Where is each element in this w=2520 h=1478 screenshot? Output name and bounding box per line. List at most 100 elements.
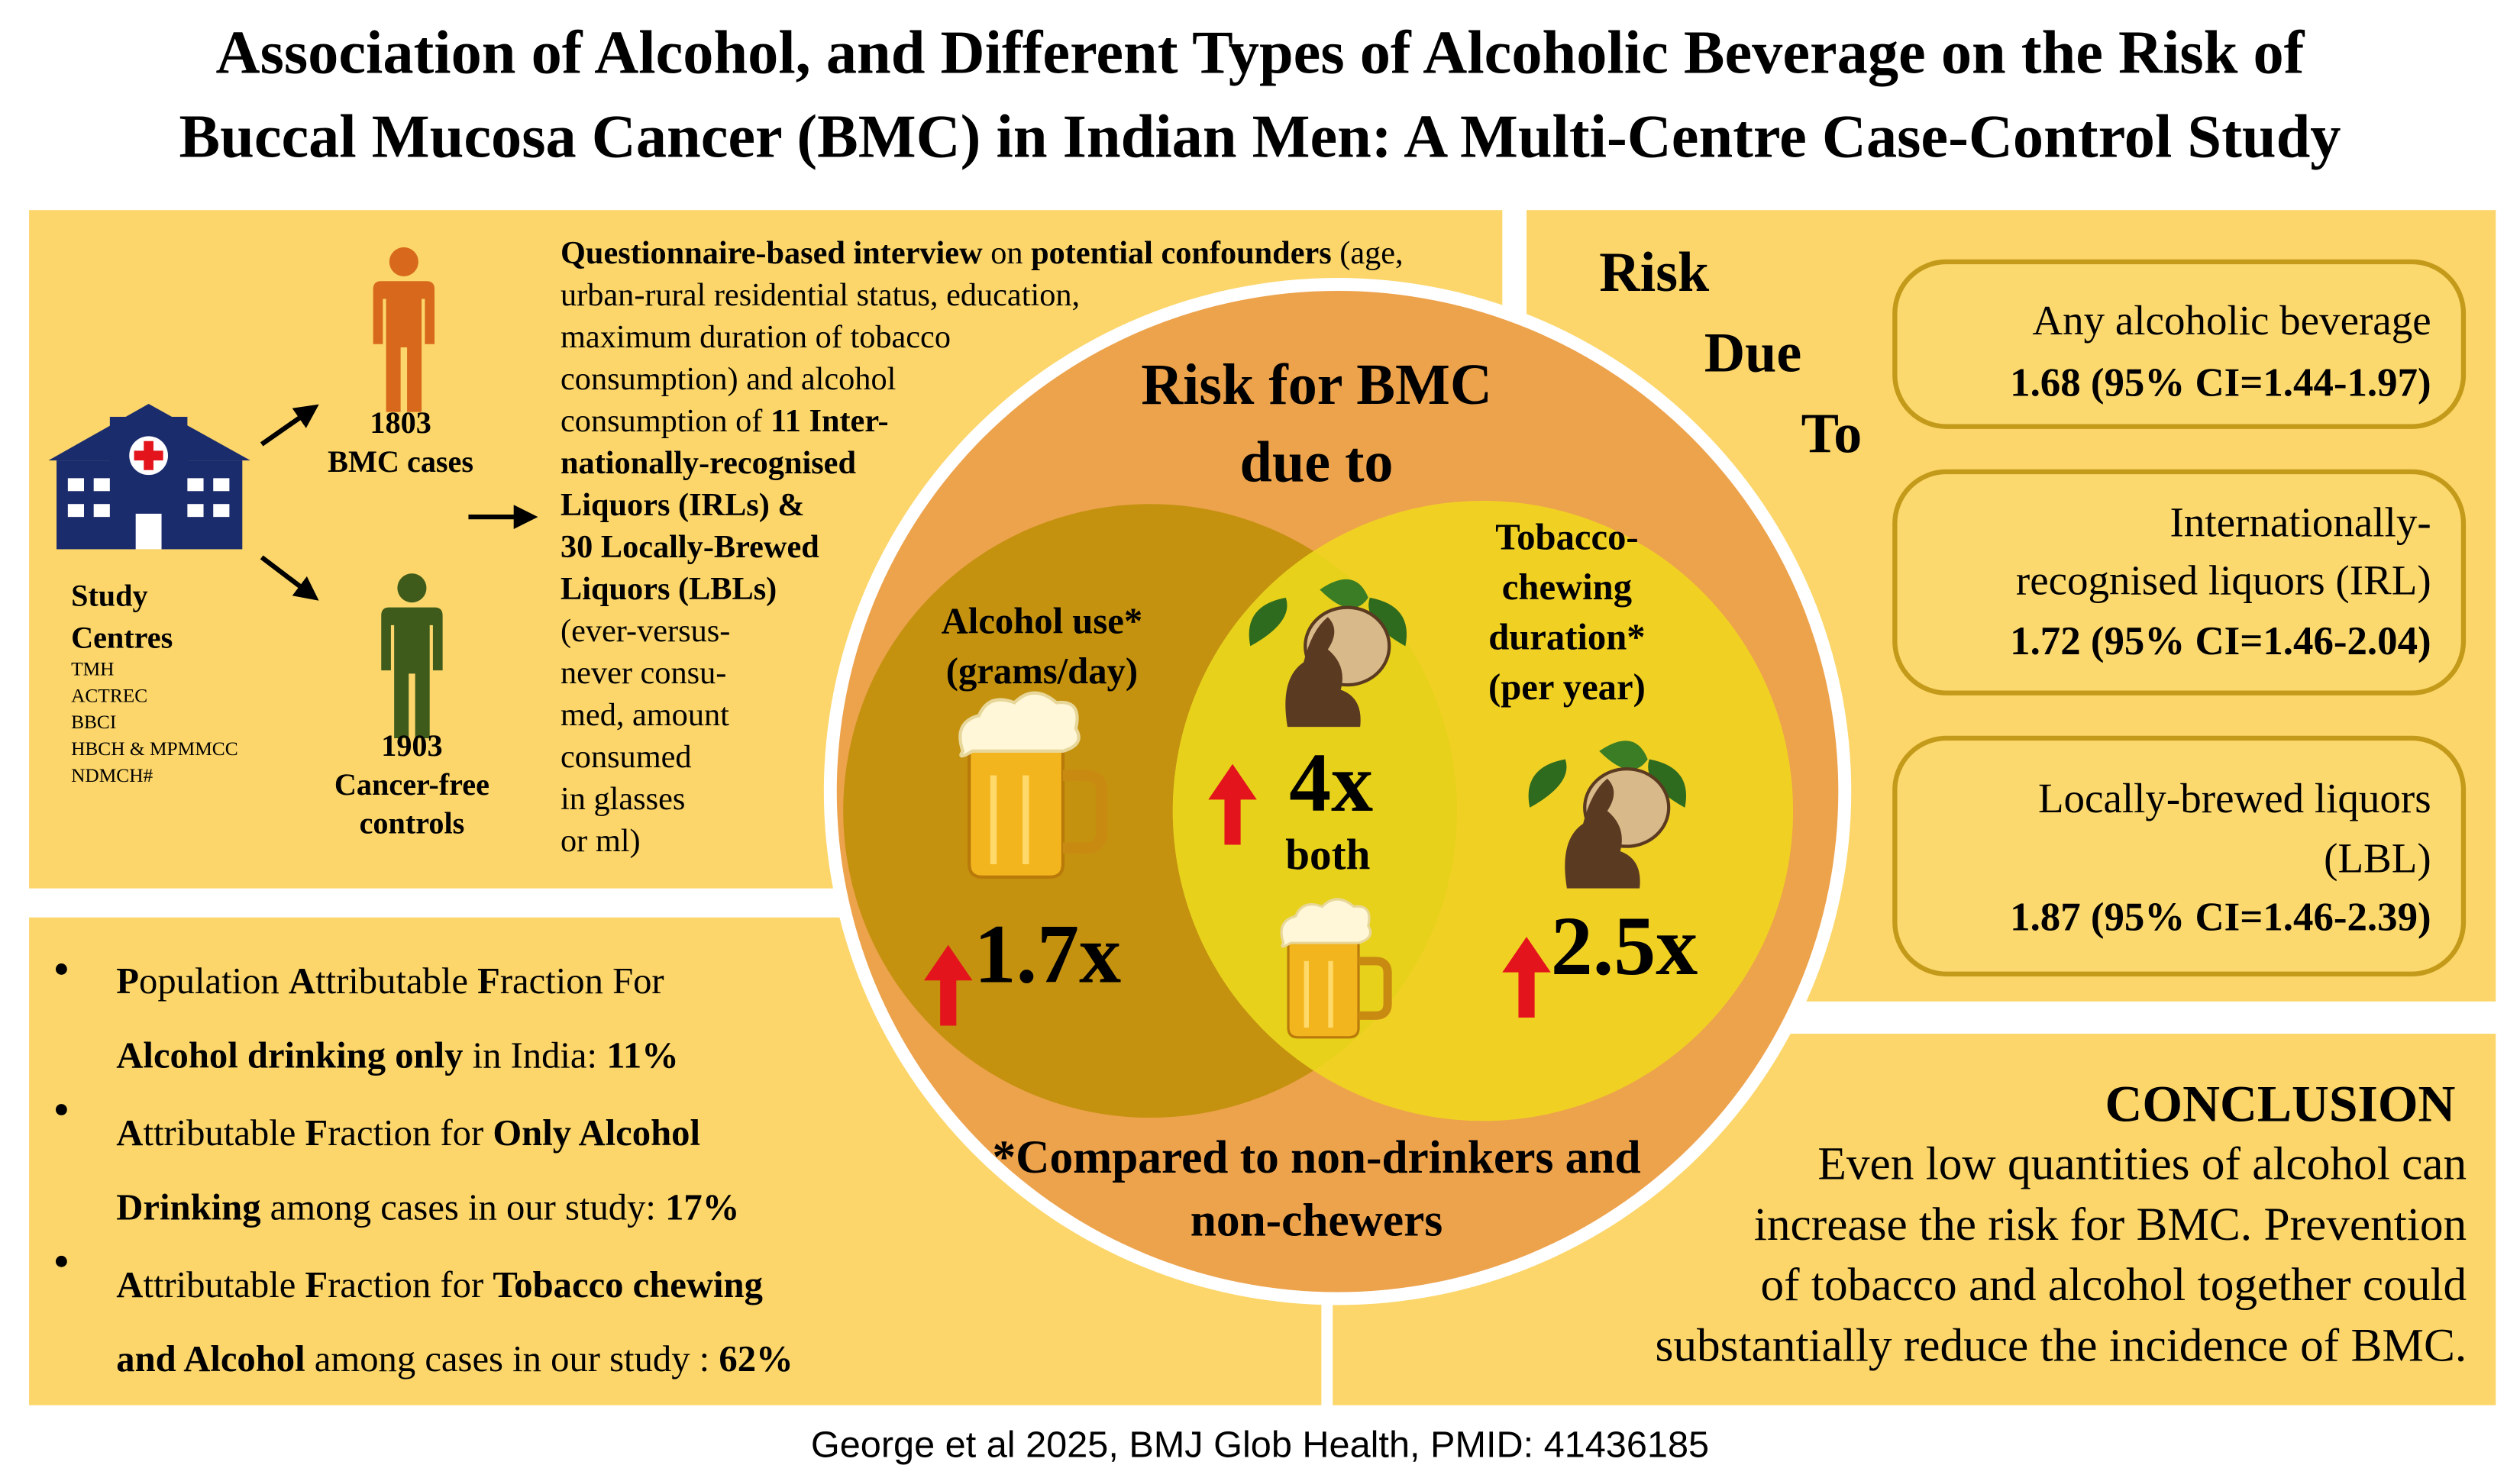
fraction-line-segment: 11% — [606, 1034, 679, 1076]
fraction-line-segment: A — [116, 1112, 143, 1154]
fraction-line-segment: and Alcohol — [116, 1338, 305, 1380]
questionnaire-line-segment: 11 Inter- — [771, 403, 889, 439]
questionnaire-line-segment: Liquors (IRLs) & — [561, 487, 805, 523]
risk-box-label: Any alcoholic beverage — [2032, 297, 2431, 344]
venn-heading: Risk for BMC — [1141, 353, 1492, 417]
tobacco-label: duration* — [1488, 617, 1645, 658]
fraction-line-segment: F — [305, 1112, 328, 1154]
fraction-line-segment: raction for — [328, 1264, 493, 1305]
questionnaire-line: (ever-versus- — [561, 613, 730, 649]
questionnaire-line-segment: 30 Locally-Brewed — [561, 529, 819, 565]
questionnaire-line: in glasses — [561, 781, 685, 817]
fraction-line-segment: F — [305, 1264, 328, 1305]
fraction-line-segment: A — [116, 1264, 143, 1305]
conclusion-line: of tobacco and alcohol together could — [1761, 1259, 2467, 1311]
questionnaire-line: maximum duration of tobacco — [561, 319, 951, 355]
controls-label: controls — [360, 806, 465, 841]
bullets — [55, 963, 67, 1267]
questionnaire-line-segment: consumption of — [561, 403, 771, 439]
both-label: both — [1285, 831, 1370, 879]
risk-box-label: Internationally- — [2170, 499, 2431, 546]
fraction-line-segment: Drinking — [116, 1186, 260, 1228]
fraction-line: Attributable Fraction for Only Alcohol — [116, 1112, 700, 1154]
questionnaire-line: Questionnaire-based interview on potenti… — [561, 235, 1404, 271]
venn-heading: due to — [1240, 431, 1394, 495]
title: Buccal Mucosa Cancer (BMC) in Indian Men… — [179, 102, 2341, 170]
fraction-line-segment: among cases in our study : — [305, 1338, 719, 1380]
risk-estimate: 1.87 (95% CI=1.46-2.39) — [2010, 896, 2431, 940]
fraction-line-segment: Only Alcohol — [493, 1112, 700, 1154]
fraction-line-segment: F — [477, 960, 500, 1002]
centre-name: BBCI — [71, 712, 116, 733]
tobacco-label: Tobacco- — [1495, 516, 1638, 557]
alcohol-label: Alcohol use* — [942, 600, 1143, 641]
centre-name: HBCH & MPMMCC — [71, 738, 238, 760]
questionnaire-line-segment: (ever-versus- — [561, 613, 730, 649]
risk-heading: To — [1801, 403, 1863, 466]
cases-label: 1803 — [370, 405, 431, 440]
fraction-line: Alcohol drinking only in India: 11% — [116, 1034, 679, 1076]
tobacco-risk: 2.5x — [1551, 899, 1698, 992]
alcohol-label: (grams/day) — [946, 650, 1138, 692]
fraction-line: Population Attributable Fraction For — [116, 960, 664, 1002]
fraction-line-segment: 17% — [665, 1186, 739, 1228]
tobacco-label: chewing — [1502, 566, 1632, 608]
questionnaire-line-segment: nationally-recognised — [561, 445, 856, 481]
fraction-line-segment: ttributable — [143, 1264, 305, 1305]
cases-label: BMC cases — [328, 444, 473, 479]
centre-name: TMH — [71, 658, 114, 679]
footer: George et al 2025, BMJ Glob Health, PMID… — [811, 1424, 1709, 1465]
risk-estimate: 1.72 (95% CI=1.46-2.04) — [2010, 619, 2431, 663]
questionnaire-line: Liquors (LBLs) — [561, 571, 777, 607]
fraction-line-segment: ttributable — [315, 960, 477, 1002]
controls-label: 1903 — [381, 728, 442, 763]
questionnaire-line: urban-rural residential status, educatio… — [561, 277, 1080, 313]
risk-box-label: Locally-brewed liquors — [2038, 775, 2431, 821]
fraction-line-segment: 62% — [719, 1338, 793, 1380]
questionnaire-line-segment: consumed — [561, 739, 692, 775]
arrows — [260, 404, 538, 601]
fraction-line-segment: among cases in our study: — [261, 1186, 666, 1228]
questionnaire-line-segment: or ml) — [561, 823, 641, 859]
venn-footnote: *Compared to non-drinkers and — [992, 1131, 1640, 1183]
risk-estimate: 1.68 (95% CI=1.44-1.97) — [2010, 360, 2431, 405]
questionnaire-line-segment: potential confounders — [1031, 235, 1332, 271]
questionnaire-line-segment: consumption) and alcohol — [561, 361, 896, 397]
conclusion-line: increase the risk for BMC. Prevention — [1754, 1199, 2467, 1250]
fraction-line-segment: Alcohol drinking only — [116, 1034, 463, 1076]
questionnaire-line: never consu- — [561, 655, 726, 691]
conclusion-heading: CONCLUSION — [2105, 1075, 2456, 1132]
questionnaire-line: nationally-recognised — [561, 445, 856, 481]
fraction-line-segment: opulation — [139, 960, 289, 1002]
conclusion-line: substantially reduce the incidence of BM… — [1655, 1319, 2467, 1371]
questionnaire-line: or ml) — [561, 823, 641, 859]
risk-box-label: (LBL) — [2324, 835, 2431, 882]
questionnaire-line-segment: in glasses — [561, 781, 685, 817]
both-risk: 4x — [1289, 736, 1373, 829]
questionnaire-line: consumption of 11 Inter- — [561, 403, 889, 439]
fraction-line-segment: A — [289, 960, 315, 1002]
fraction-line: and Alcohol among cases in our study : 6… — [116, 1338, 793, 1380]
risk-heading: Risk — [1599, 241, 1710, 304]
venn-footnote: non-chewers — [1191, 1194, 1443, 1246]
questionnaire-line-segment: Questionnaire-based interview — [561, 235, 983, 271]
hospital-icon — [48, 404, 250, 550]
study-heading: Centres — [71, 620, 173, 654]
questionnaire-line: consumed — [561, 739, 692, 775]
fraction-line-segment: P — [116, 960, 139, 1002]
questionnaire-line-segment: med, amount — [561, 697, 729, 733]
fraction-line: Attributable Fraction for Tobacco chewin… — [116, 1264, 763, 1305]
fraction-line-segment: ttributable — [143, 1112, 305, 1154]
study-heading: Study — [71, 578, 148, 612]
questionnaire-line: consumption) and alcohol — [561, 361, 896, 397]
questionnaire-line-segment: on — [983, 235, 1031, 271]
controls-label: Cancer-free — [334, 767, 489, 802]
questionnaire-line: Liquors (IRLs) & — [561, 487, 805, 523]
risk-box-label: recognised liquors (IRL) — [2016, 557, 2431, 604]
risk-heading: Due — [1704, 322, 1801, 385]
fraction-line-segment: in India: — [463, 1034, 606, 1076]
fraction-line: Drinking among cases in our study: 17% — [116, 1186, 739, 1228]
questionnaire-line: 30 Locally-Brewed — [561, 529, 819, 565]
